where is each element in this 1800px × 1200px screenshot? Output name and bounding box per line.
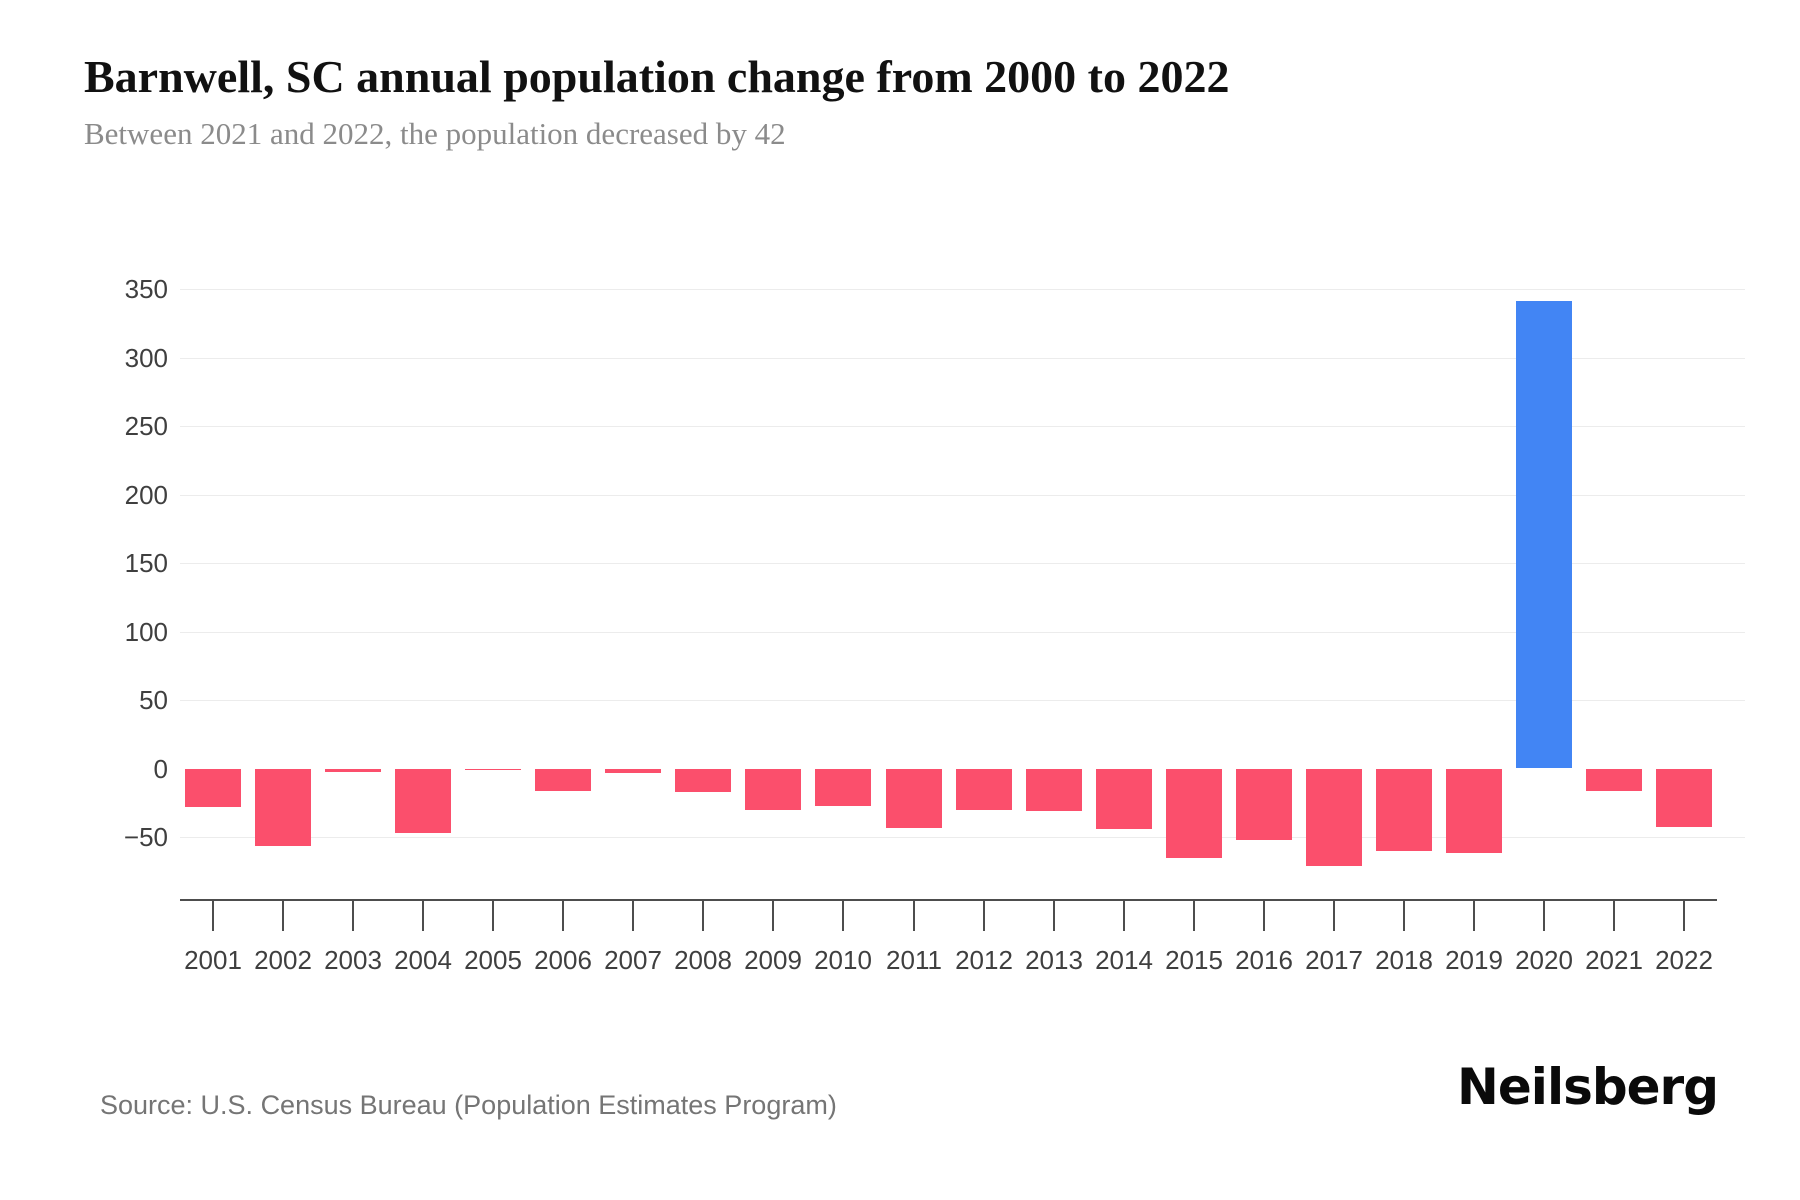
gridline-250: [180, 426, 1745, 427]
x-axis-tick: [1403, 901, 1405, 931]
x-axis-tick: [422, 901, 424, 931]
x-axis-tick: [1193, 901, 1195, 931]
x-axis-tick: [1473, 901, 1475, 931]
x-axis-tick: [212, 901, 214, 931]
x-axis-tick: [702, 901, 704, 931]
y-axis-label: 150: [124, 548, 168, 578]
x-axis-label: 2005: [464, 945, 522, 975]
y-axis-label: 300: [124, 343, 168, 373]
chart-title: Barnwell, SC annual population change fr…: [84, 51, 1230, 102]
x-axis-tick: [1543, 901, 1545, 931]
x-axis-label: 2010: [814, 945, 872, 975]
gridline-350: [180, 289, 1745, 290]
y-axis-label: 100: [124, 617, 168, 647]
bar-2005: [465, 769, 521, 770]
gridline-300: [180, 358, 1745, 359]
x-axis-label: 2022: [1655, 945, 1713, 975]
bar-2014: [1096, 769, 1152, 829]
x-axis-tick: [842, 901, 844, 931]
x-axis-label: 2019: [1445, 945, 1503, 975]
bar-2011: [886, 769, 942, 828]
y-axis-label: 200: [124, 480, 168, 510]
bar-2020: [1516, 301, 1572, 768]
x-axis-tick: [1123, 901, 1125, 931]
x-axis-label: 2018: [1375, 945, 1433, 975]
x-axis-tick: [1263, 901, 1265, 931]
x-axis-label: 2004: [394, 945, 452, 975]
x-axis-tick: [772, 901, 774, 931]
neilsberg-logo: Neilsberg: [1457, 1058, 1719, 1116]
x-axis-tick: [983, 901, 985, 931]
x-axis-label: 2009: [744, 945, 802, 975]
bar-2002: [255, 769, 311, 846]
x-axis-tick: [1053, 901, 1055, 931]
x-axis-label: 2021: [1585, 945, 1643, 975]
x-axis-label: 2012: [955, 945, 1013, 975]
x-axis-line: [180, 899, 1717, 901]
chart-subtitle: Between 2021 and 2022, the population de…: [84, 116, 786, 151]
x-axis-tick: [1613, 901, 1615, 931]
x-axis-label: 2020: [1515, 945, 1573, 975]
x-axis-label: 2007: [604, 945, 662, 975]
x-axis-label: 2011: [886, 945, 942, 975]
bar-2022: [1656, 769, 1712, 827]
gridline-50: [180, 700, 1745, 701]
bar-2010: [815, 769, 871, 806]
bar-2019: [1446, 769, 1502, 853]
bar-2018: [1376, 769, 1432, 851]
x-axis-label: 2016: [1235, 945, 1293, 975]
x-axis-label: 2006: [534, 945, 592, 975]
gridline-−50: [180, 837, 1745, 838]
x-axis-label: 2001: [184, 945, 242, 975]
bar-2001: [185, 769, 241, 807]
bar-2021: [1586, 769, 1642, 791]
gridline-200: [180, 495, 1745, 496]
x-axis-tick: [1683, 901, 1685, 931]
x-axis-tick: [1333, 901, 1335, 931]
x-axis-label: 2014: [1095, 945, 1153, 975]
bar-2008: [675, 769, 731, 792]
x-axis-label: 2015: [1165, 945, 1223, 975]
source-note: Source: U.S. Census Bureau (Population E…: [100, 1090, 837, 1120]
x-axis-tick: [352, 901, 354, 931]
y-axis-label: 0: [153, 754, 168, 784]
x-axis-label: 2002: [254, 945, 312, 975]
x-axis-tick: [492, 901, 494, 931]
y-axis-label: 250: [124, 411, 168, 441]
x-axis-tick: [282, 901, 284, 931]
x-axis-label: 2017: [1305, 945, 1363, 975]
bar-2004: [395, 769, 451, 833]
y-axis-label: 350: [124, 274, 168, 304]
y-axis-label: −50: [123, 822, 168, 852]
bar-2017: [1306, 769, 1362, 866]
bar-2009: [745, 769, 801, 810]
bar-2003: [325, 769, 381, 772]
x-axis-tick: [562, 901, 564, 931]
plot-area: 350 300 250 200 150 100 50 0 −50 2001 2002 2003 2004…: [123, 274, 1745, 975]
bar-2016: [1236, 769, 1292, 840]
x-axis-label: 2013: [1025, 945, 1083, 975]
gridline-100: [180, 632, 1745, 633]
x-axis-label: 2003: [324, 945, 382, 975]
gridline-150: [180, 563, 1745, 564]
bar-2015: [1166, 769, 1222, 858]
bar-2007: [605, 769, 661, 773]
x-axis-tick: [913, 901, 915, 931]
bar-2012: [956, 769, 1012, 810]
x-axis-tick: [632, 901, 634, 931]
x-axis-label: 2008: [674, 945, 732, 975]
bar-2006: [535, 769, 591, 791]
y-axis-label: 50: [139, 685, 168, 715]
bar-2013: [1026, 769, 1082, 811]
